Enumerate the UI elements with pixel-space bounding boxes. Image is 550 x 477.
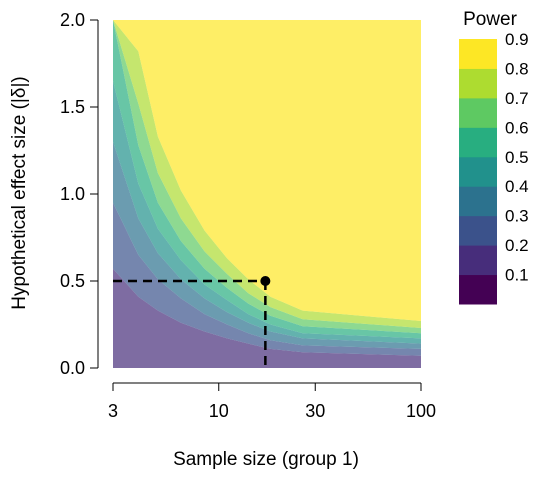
y-tick-label: 0.0: [60, 358, 85, 378]
legend-swatch: [459, 156, 497, 187]
contour-band-1: [113, 268, 421, 368]
y-axis: 0.0 0.5 1.0 1.5 2.0: [60, 10, 99, 378]
highlight-point: [260, 276, 271, 286]
y-tick-label: 2.0: [60, 10, 85, 30]
x-axis-label: Sample size (group 1): [173, 449, 359, 470]
legend-swatch: [459, 127, 497, 158]
legend: Power 0.1 0.2 0.3 0.4 0.5 0.6 0.7 0.8 0.9: [459, 9, 529, 305]
contour-band-8: [113, 20, 421, 321]
contour-band-4: [113, 80, 421, 344]
x-tick-label: 3: [108, 401, 118, 421]
x-axis: 3 10 30 100: [108, 382, 436, 421]
legend-level-label: 0.4: [505, 177, 529, 196]
legend-level-label: 0.9: [505, 30, 529, 49]
contour-bands: [113, 20, 421, 368]
legend-level-label: 0.2: [505, 236, 529, 255]
y-tick-label: 0.5: [60, 271, 85, 291]
legend-swatch: [459, 215, 497, 246]
x-tick-label: 10: [209, 401, 229, 421]
y-tick-label: 1.0: [60, 184, 85, 204]
y-tick-label: 1.5: [60, 97, 85, 117]
legend-swatch: [459, 245, 497, 276]
legend-level-label: 0.6: [505, 118, 529, 137]
legend-swatch: [459, 97, 497, 128]
legend-level-label: 0.7: [505, 89, 529, 108]
y-axis-label: Hypothetical effect size (|δ|): [9, 76, 30, 309]
legend-swatch: [459, 186, 497, 217]
x-tick-label: 30: [305, 401, 325, 421]
highlight-guides: [113, 276, 271, 368]
legend-level-label: 0.3: [505, 207, 529, 226]
legend-swatch: [459, 68, 497, 99]
legend-level-label: 0.1: [505, 266, 529, 285]
contour-band-5: [113, 20, 421, 339]
x-tick-label: 100: [406, 401, 436, 421]
legend-swatch: [459, 274, 497, 305]
contour-band-2: [113, 202, 421, 356]
legend-level-label: 0.5: [505, 148, 529, 167]
legend-title: Power: [463, 9, 518, 30]
legend-level-label: 0.8: [505, 59, 529, 78]
legend-swatch: [459, 39, 497, 69]
contour-band-3: [113, 141, 421, 349]
